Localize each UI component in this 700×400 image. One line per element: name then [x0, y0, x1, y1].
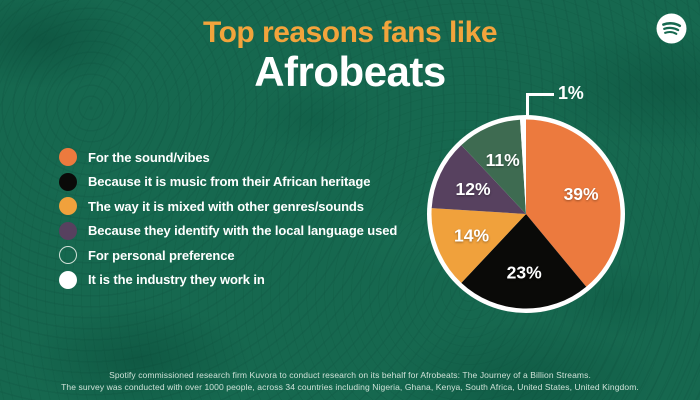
- legend-swatch-amber: [59, 197, 77, 215]
- pie-slice-1: [461, 214, 587, 309]
- legend-swatch-black: [59, 172, 77, 191]
- pie-slice-label: 12%: [455, 179, 490, 199]
- callout-line-horizontal: [526, 93, 554, 96]
- legend-item-industry: It is the industry they work in: [59, 270, 397, 289]
- legend-item-african-heritage: Because it is music from their African h…: [59, 172, 397, 191]
- page-title-line2: Afrobeats: [254, 48, 446, 95]
- page-title-line1: Top reasons fans like: [202, 16, 498, 49]
- pie-slice-label: 14%: [454, 226, 489, 246]
- legend-item-local-language: Because they identify with the local lan…: [59, 221, 398, 240]
- pie-slice-0: [526, 119, 621, 287]
- pie-chart: 39% 23% 14% 12% 11%: [426, 114, 626, 314]
- legend-swatch-white: [59, 270, 77, 289]
- pie-callout-label: 1%: [558, 83, 584, 103]
- legend-item-label: For personal preference: [88, 247, 235, 263]
- pie-slice-2: [431, 208, 526, 283]
- pie-slice-4: [461, 119, 526, 214]
- legend: For the sound/vibes Because it is music …: [59, 148, 397, 289]
- legend-item-label: Because it is music from their African h…: [88, 174, 371, 189]
- pie-slice-label: 23%: [507, 263, 542, 283]
- footer-note: Spotify commissioned research firm Kuvor…: [0, 370, 700, 393]
- legend-swatch-outline: [59, 246, 77, 264]
- page-title: Top reasons fans like Afrobeats: [0, 16, 700, 94]
- pie-slice-3: [431, 145, 526, 214]
- legend-item-label: The way it is mixed with other genres/so…: [88, 198, 364, 214]
- pie-slice-label: 11%: [486, 150, 520, 170]
- footer-note-line2: The survey was conducted with over 1000 …: [61, 381, 639, 392]
- spotify-icon: [656, 13, 687, 44]
- legend-swatch-orange: [59, 148, 77, 166]
- callout-line-vertical: [526, 93, 529, 119]
- legend-swatch-purple: [59, 221, 77, 240]
- footer-note-line1: Spotify commissioned research firm Kuvor…: [109, 370, 591, 380]
- legend-item-mixed-genres: The way it is mixed with other genres/so…: [59, 197, 397, 215]
- legend-item-label: For the sound/vibes: [88, 149, 210, 165]
- legend-item-label: Because they identify with the local lan…: [88, 223, 398, 238]
- pie-slice-label: 39%: [564, 184, 599, 204]
- pie-slice-5: [520, 119, 526, 214]
- legend-item-label: It is the industry they work in: [88, 272, 265, 287]
- legend-item-personal-preference: For personal preference: [59, 246, 397, 264]
- legend-item-sound-vibes: For the sound/vibes: [59, 148, 397, 166]
